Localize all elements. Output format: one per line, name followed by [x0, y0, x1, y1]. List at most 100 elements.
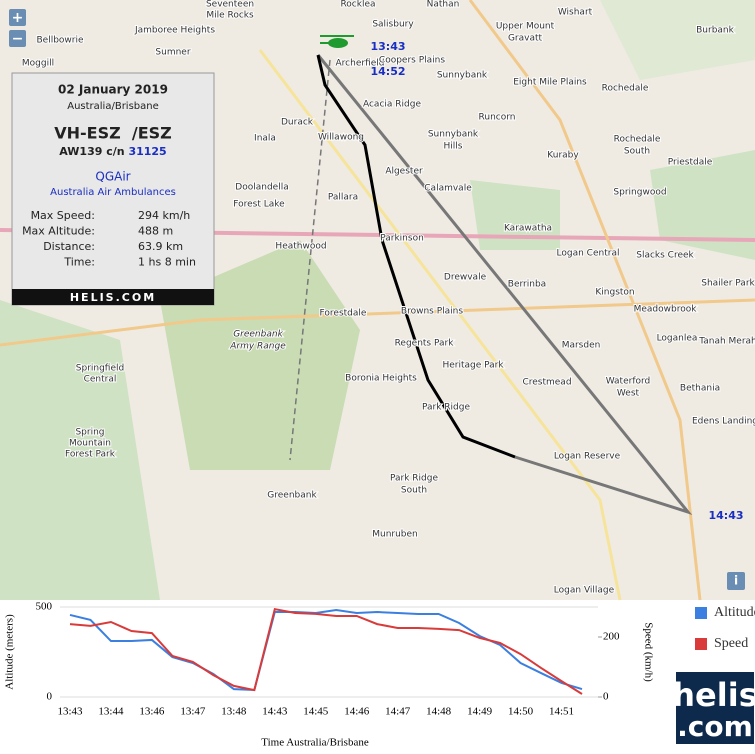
x-tick-label: 14:48 [426, 706, 452, 718]
place-label: Meadowbrook [634, 305, 698, 315]
place-label: Waterford [606, 377, 651, 387]
x-tick-label: 14:43 [262, 706, 288, 718]
place-label: Jamboree Heights [134, 26, 215, 36]
park [0, 300, 160, 600]
place-label: Greenbank [233, 330, 283, 340]
info-button[interactable]: i [727, 572, 745, 590]
place-label: Rochedale [614, 135, 661, 145]
legend-swatch [695, 638, 707, 650]
place-label: Salisbury [372, 20, 414, 30]
place-label: Rocklea [340, 0, 375, 10]
zoom-out-label[interactable]: − [12, 31, 24, 47]
y2-tick-label: 200 [603, 631, 620, 643]
road [0, 298, 755, 347]
place-label: Archerfield [336, 59, 385, 69]
place-label: Willawong [318, 133, 364, 143]
place-label: Army Range [229, 342, 286, 352]
place-label: Forestdale [320, 309, 367, 319]
place-label: Kingston [595, 288, 634, 298]
chart: 0 500 0 200 13:43 13:44 13:46 13:47 13:48 14:43 14… [4, 601, 755, 749]
park [650, 150, 755, 260]
place-label: Inala [254, 134, 276, 144]
place-label: Mile Rocks [206, 11, 254, 21]
place-label: Drewvale [444, 273, 487, 283]
operator: QGAir [95, 170, 130, 184]
place-label: Central [84, 375, 117, 385]
flight-path-return [316, 54, 693, 515]
model: AW139 c/n [59, 145, 124, 158]
registration: VH-ESZ /ESZ [54, 124, 172, 143]
place-label: South [401, 486, 427, 496]
logo: helis .com [672, 672, 755, 744]
place-label: Bellbowrie [36, 36, 83, 46]
place-label: Eight Mile Plains [513, 78, 587, 88]
info-label[interactable]: i [734, 574, 738, 588]
stats: Max Speed: 294 km/h Max Altitude: 488 m Dist… [22, 209, 196, 269]
stat-value: 1 hs 8 min [138, 256, 196, 269]
place-label: Regents Park [395, 339, 455, 349]
place-label: Hills [444, 142, 463, 152]
series-line [69, 607, 583, 695]
place-label: Springwood [613, 188, 666, 198]
panel-bg [11, 72, 215, 306]
stat-value: 488 m [138, 225, 173, 238]
park [470, 180, 560, 250]
place-label: Kuraby [547, 151, 579, 161]
stat-value: 294 km/h [138, 209, 190, 222]
zoom-in-label[interactable]: + [12, 10, 24, 26]
place-label: Sunnybank [437, 71, 488, 81]
x-tick-label: 14:46 [344, 706, 370, 718]
place-label: Heritage Park [442, 361, 504, 371]
place-label: Burbank [696, 26, 735, 36]
place-label: Karawatha [504, 224, 552, 234]
panel-footer [12, 289, 214, 305]
place-label: Bethania [680, 384, 720, 394]
place-label: Forest Lake [233, 200, 285, 210]
stat-label: Distance: [43, 240, 95, 253]
place-label: Forest Park [65, 450, 116, 460]
y2-axis-title: Speed (km/h) [642, 622, 654, 682]
x-tick-label: 13:46 [139, 706, 165, 718]
place-label: Park Ridge [422, 403, 470, 413]
place-label: South [624, 147, 650, 157]
y2-tick-label: 0 [603, 691, 609, 703]
date: 02 January 2019 [58, 83, 168, 97]
place-label: Munruben [372, 530, 418, 540]
helicopter-icon [320, 35, 354, 48]
x-tick-label: 13:44 [98, 706, 124, 718]
place-label: Edens Landing [692, 417, 755, 427]
flight-path [316, 54, 516, 459]
place-label: Greenbank [267, 491, 317, 501]
place-label: Shailer Park [701, 279, 755, 289]
x-axis-title: Time Australia/Brisbane [261, 737, 369, 749]
y-tick-label: 0 [47, 691, 53, 703]
y-tick-label: 500 [36, 601, 53, 613]
legend-label: Altitude [714, 605, 755, 620]
place-label: Runcorn [479, 113, 516, 123]
place-label: Logan Village [554, 586, 615, 596]
legend-label: Speed [714, 636, 748, 651]
place-label: Springfield [76, 364, 124, 374]
x-tick-label: 13:47 [180, 706, 206, 718]
time-label: 13:43 [370, 40, 405, 53]
time-label: 14:43 [708, 509, 743, 522]
rail [289, 59, 331, 461]
x-tick-label: 14:50 [508, 706, 534, 718]
zoom-in[interactable]: + [9, 9, 26, 26]
place-label: Priestdale [668, 158, 713, 168]
stat-label: Max Speed: [31, 209, 95, 222]
park [600, 0, 755, 80]
place-label: Rochedale [602, 84, 649, 94]
place-label: Seventeen [206, 0, 254, 10]
place-label: Logan Central [557, 249, 620, 259]
place-label: Wishart [558, 8, 593, 18]
place-label: Acacia Ridge [363, 100, 421, 110]
x-tick-label: 14:49 [467, 706, 493, 718]
place-label: Durack [281, 118, 314, 128]
place-label: Mountain [69, 439, 111, 449]
stat-label: Time: [63, 256, 95, 269]
operator-full: Australia Air Ambulances [50, 187, 176, 198]
zoom-out[interactable]: − [9, 30, 26, 47]
serial: 31125 [128, 145, 166, 158]
